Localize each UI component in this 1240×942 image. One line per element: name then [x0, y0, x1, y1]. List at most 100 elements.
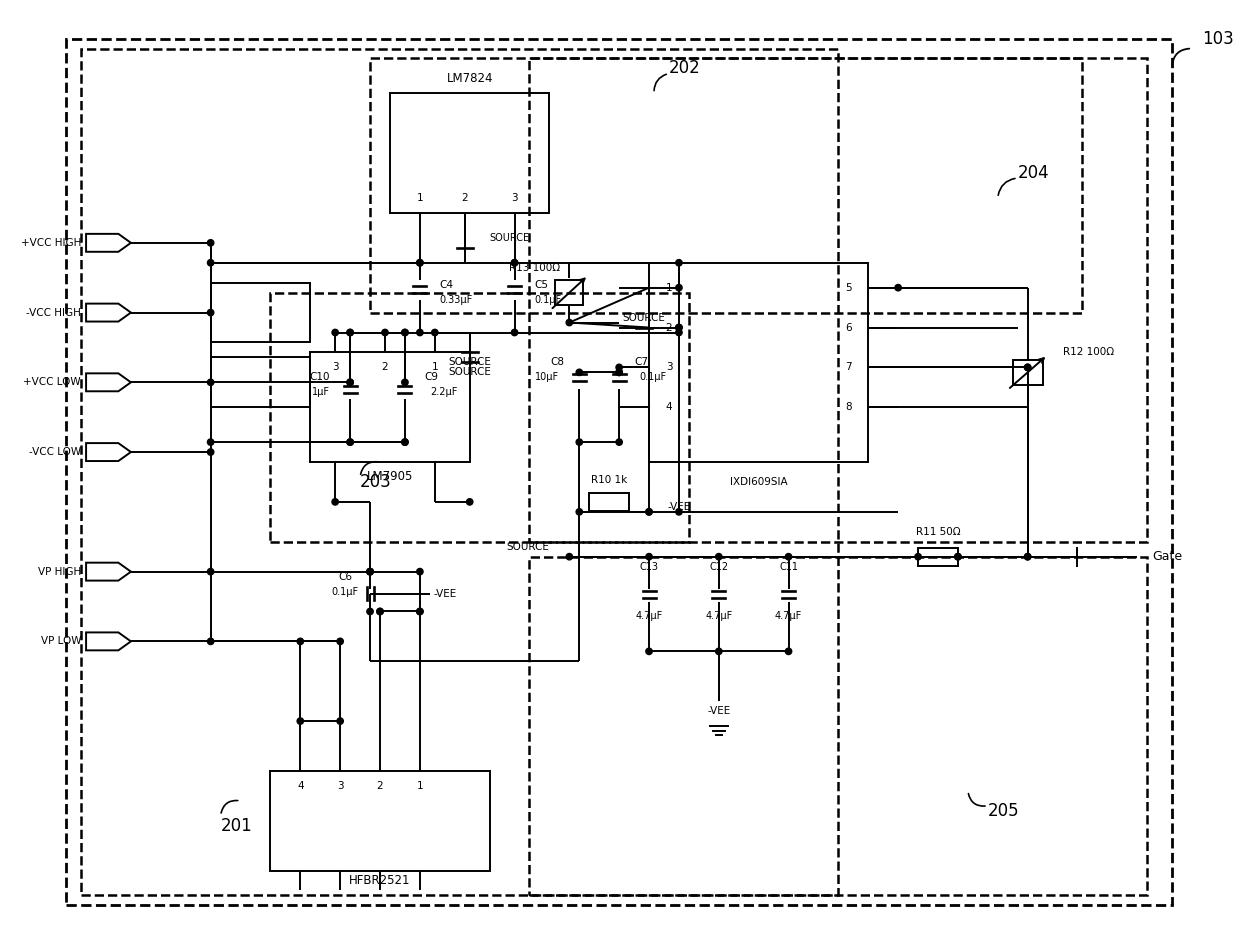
- Circle shape: [367, 568, 373, 575]
- Text: 103: 103: [1202, 29, 1234, 47]
- Text: C8: C8: [551, 357, 564, 367]
- Text: -VCC LOW: -VCC LOW: [29, 447, 81, 457]
- Text: 3: 3: [511, 193, 518, 203]
- Bar: [391, 93, 549, 213]
- Text: 0.1μF: 0.1μF: [639, 372, 666, 382]
- Circle shape: [382, 330, 388, 335]
- Text: 10μF: 10μF: [536, 372, 559, 382]
- Text: 2: 2: [377, 781, 383, 791]
- Circle shape: [347, 330, 353, 335]
- Circle shape: [207, 379, 213, 385]
- Text: -VEE: -VEE: [667, 502, 691, 512]
- Text: SOURCE: SOURCE: [490, 233, 529, 243]
- Circle shape: [347, 330, 353, 335]
- Text: 205: 205: [988, 802, 1019, 820]
- Text: +VCC LOW: +VCC LOW: [24, 378, 81, 387]
- Text: 4.7μF: 4.7μF: [635, 611, 662, 622]
- Text: HFBR2521: HFBR2521: [350, 874, 410, 887]
- Circle shape: [207, 260, 213, 266]
- Text: 203: 203: [360, 473, 392, 491]
- Circle shape: [616, 369, 622, 376]
- Circle shape: [417, 330, 423, 335]
- Circle shape: [646, 509, 652, 515]
- Text: 202: 202: [668, 59, 701, 77]
- Text: 2: 2: [382, 363, 388, 372]
- Bar: [649, 263, 868, 462]
- Circle shape: [402, 379, 408, 385]
- Bar: [211, 357, 310, 407]
- Circle shape: [347, 439, 353, 446]
- Circle shape: [567, 319, 573, 326]
- Text: 6: 6: [844, 322, 852, 333]
- Text: -VEE: -VEE: [707, 706, 730, 716]
- Circle shape: [511, 260, 518, 266]
- Circle shape: [207, 449, 213, 455]
- Circle shape: [616, 369, 622, 376]
- Circle shape: [785, 554, 791, 560]
- Text: 4: 4: [298, 781, 304, 791]
- Circle shape: [466, 498, 472, 505]
- Text: 2: 2: [666, 322, 672, 333]
- Text: 3: 3: [337, 781, 343, 791]
- Text: 1: 1: [432, 363, 438, 372]
- Text: 4.7μF: 4.7μF: [775, 611, 802, 622]
- Text: VP HIGH: VP HIGH: [38, 567, 81, 577]
- Text: 1μF: 1μF: [312, 387, 330, 398]
- Text: 5: 5: [844, 283, 852, 293]
- Circle shape: [577, 509, 583, 515]
- Circle shape: [895, 284, 901, 291]
- Text: C9: C9: [425, 372, 439, 382]
- Circle shape: [347, 379, 353, 385]
- Circle shape: [676, 284, 682, 291]
- Circle shape: [337, 638, 343, 644]
- Bar: [310, 352, 470, 462]
- Circle shape: [207, 568, 213, 575]
- Circle shape: [577, 369, 583, 376]
- Text: 0.1μF: 0.1μF: [534, 295, 562, 304]
- Circle shape: [676, 330, 682, 335]
- Text: 3: 3: [666, 363, 672, 372]
- Circle shape: [955, 554, 961, 560]
- Bar: [556, 280, 583, 305]
- Circle shape: [646, 509, 652, 515]
- Text: C10: C10: [310, 372, 330, 382]
- Circle shape: [347, 379, 353, 385]
- Text: R10 1k: R10 1k: [591, 475, 627, 485]
- Text: C7: C7: [634, 357, 649, 367]
- Text: C6: C6: [339, 572, 352, 581]
- Text: R11 50Ω: R11 50Ω: [915, 527, 960, 537]
- Circle shape: [1024, 365, 1030, 370]
- Circle shape: [367, 609, 373, 615]
- Circle shape: [402, 330, 408, 335]
- Text: R13 100Ω: R13 100Ω: [508, 263, 560, 273]
- Circle shape: [1024, 554, 1030, 560]
- Circle shape: [367, 568, 373, 575]
- Circle shape: [616, 439, 622, 446]
- Text: R12 100Ω: R12 100Ω: [1063, 348, 1114, 357]
- Bar: [211, 283, 310, 343]
- Circle shape: [1024, 365, 1030, 370]
- Text: 204: 204: [1018, 164, 1049, 182]
- Text: 0.33μF: 0.33μF: [440, 295, 472, 304]
- Circle shape: [785, 648, 791, 655]
- Circle shape: [298, 718, 304, 724]
- Circle shape: [417, 260, 423, 266]
- Bar: [270, 771, 490, 870]
- Circle shape: [915, 554, 921, 560]
- Text: C5: C5: [534, 280, 548, 290]
- Text: 7: 7: [844, 363, 852, 372]
- Text: 3: 3: [332, 363, 339, 372]
- Circle shape: [377, 609, 383, 615]
- Text: 2.2μF: 2.2μF: [430, 387, 458, 398]
- Text: 1: 1: [417, 193, 423, 203]
- Text: 1: 1: [417, 781, 423, 791]
- Text: LM7905: LM7905: [367, 470, 413, 483]
- Text: 2: 2: [461, 193, 467, 203]
- Circle shape: [715, 554, 722, 560]
- Circle shape: [715, 648, 722, 655]
- Polygon shape: [86, 303, 131, 321]
- Polygon shape: [86, 373, 131, 391]
- Text: C13: C13: [640, 561, 658, 572]
- Circle shape: [676, 324, 682, 331]
- Text: SOURCE: SOURCE: [448, 367, 491, 378]
